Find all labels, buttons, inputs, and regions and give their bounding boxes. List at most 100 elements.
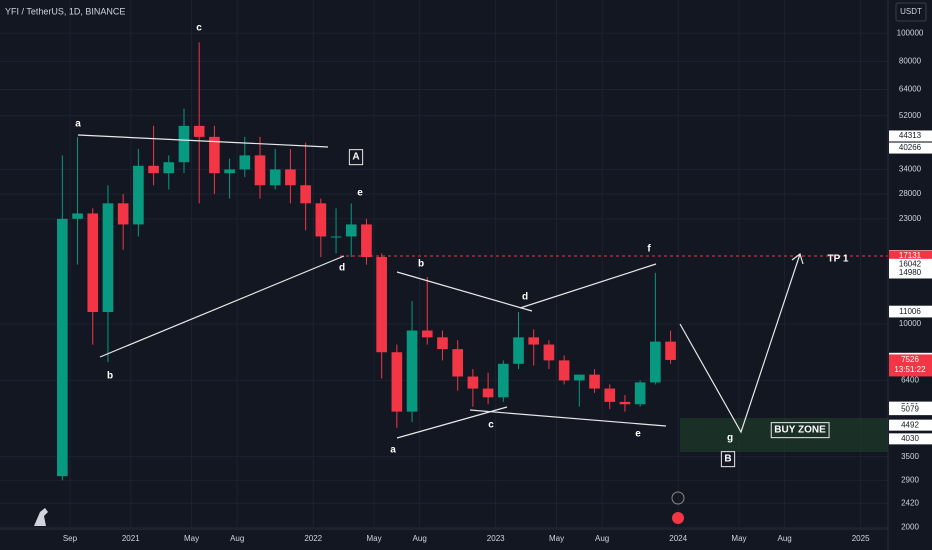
wave-label: A bbox=[352, 152, 359, 163]
candle-body bbox=[330, 236, 342, 238]
wave-label: e bbox=[635, 429, 641, 440]
price-label: 40266 bbox=[899, 143, 922, 152]
wave-label: c bbox=[488, 420, 494, 431]
candle-body bbox=[87, 213, 99, 312]
wave-line bbox=[396, 406, 508, 439]
price-label-box bbox=[889, 142, 932, 154]
candle-body bbox=[421, 330, 433, 338]
candle-body bbox=[589, 374, 600, 389]
wave-label: a bbox=[75, 119, 81, 130]
x-tick-label: Aug bbox=[777, 534, 791, 543]
candle-body bbox=[133, 165, 144, 225]
wave-label: d bbox=[339, 263, 345, 274]
y-tick-label: 80000 bbox=[899, 56, 922, 65]
candle-body bbox=[437, 337, 448, 350]
candle-body bbox=[57, 218, 68, 477]
wave-label: c bbox=[196, 23, 202, 34]
y-tick-label: 28000 bbox=[899, 189, 922, 198]
wave-label: e bbox=[357, 188, 363, 199]
chart-title: YFI / TetherUS, 1D, BINANCE bbox=[5, 6, 125, 16]
x-tick-label: May bbox=[731, 534, 746, 543]
candle-body bbox=[224, 169, 235, 174]
price-label: 7526 bbox=[901, 355, 919, 364]
candle-body bbox=[558, 360, 570, 381]
candle-body bbox=[406, 330, 418, 412]
candle-body bbox=[452, 349, 464, 377]
wave-line bbox=[77, 134, 329, 148]
y-tick-label: 10000 bbox=[899, 319, 922, 328]
x-tick-label: May bbox=[184, 534, 199, 543]
candle-body bbox=[497, 363, 509, 398]
y-tick-label: 2420 bbox=[901, 498, 919, 507]
y-tick-label: 64000 bbox=[899, 85, 922, 94]
axis-labels: 100000 80000 64000 52000 34000 28000 23000 1000… bbox=[63, 28, 932, 543]
wave-lines bbox=[77, 134, 804, 439]
price-label: 44313 bbox=[899, 131, 922, 140]
wave-line bbox=[396, 271, 533, 312]
price-label: 16042 bbox=[899, 259, 922, 268]
wave-label: a bbox=[390, 445, 396, 456]
price-label-box bbox=[889, 306, 932, 318]
candle-body bbox=[254, 155, 266, 186]
wave-label: TP 1 bbox=[828, 254, 849, 265]
grid bbox=[0, 0, 888, 528]
candle-body bbox=[117, 203, 129, 225]
candle-body bbox=[467, 376, 479, 389]
label-box bbox=[720, 451, 736, 468]
x-tick-label: 2022 bbox=[304, 534, 322, 543]
price-label-box bbox=[889, 258, 932, 270]
event-icon bbox=[671, 491, 685, 505]
candle-body bbox=[345, 224, 357, 237]
x-tick-label: 2025 bbox=[852, 534, 870, 543]
x-tick-label: May bbox=[366, 534, 381, 543]
buy-zone bbox=[680, 418, 920, 452]
logo bbox=[34, 508, 48, 526]
candle-body bbox=[513, 337, 524, 364]
candle-body bbox=[665, 341, 676, 360]
wave-line bbox=[519, 263, 657, 309]
currency: USDT bbox=[900, 7, 922, 16]
wave-label: d bbox=[522, 292, 528, 303]
candle-body bbox=[178, 125, 190, 163]
x-tick-label: Aug bbox=[595, 534, 609, 543]
y-tick-label: 100000 bbox=[897, 28, 924, 37]
y-tick-label: 6400 bbox=[901, 376, 919, 385]
event-icon bbox=[672, 512, 684, 524]
annotations: a b c d e Ab d f a c e gB TP 1 BUY ZONE bbox=[75, 23, 849, 468]
arrow-head bbox=[791, 253, 804, 265]
wave-label: g bbox=[727, 433, 733, 444]
x-tick-label: 2021 bbox=[122, 534, 140, 543]
y-tick-label: 52000 bbox=[899, 111, 922, 120]
candle-body bbox=[300, 185, 311, 204]
price-label-box bbox=[889, 250, 932, 262]
wave-line bbox=[469, 409, 667, 427]
wave-label: b bbox=[107, 371, 113, 382]
price-label-box bbox=[889, 433, 932, 445]
candle-body bbox=[574, 374, 585, 381]
currency-box bbox=[895, 2, 927, 22]
price-label: 17131 bbox=[899, 251, 922, 260]
candle-body bbox=[650, 341, 661, 383]
x-tick-label: Aug bbox=[413, 534, 427, 543]
x-tick-label: May bbox=[549, 534, 564, 543]
candle-body bbox=[209, 136, 220, 174]
candle-body bbox=[604, 388, 616, 402]
candle-body bbox=[72, 213, 83, 219]
y-tick-label: 3500 bbox=[901, 452, 919, 461]
label-box bbox=[348, 149, 364, 166]
candle-body bbox=[376, 257, 387, 353]
wave-label: B bbox=[724, 454, 731, 465]
candle-body bbox=[528, 337, 540, 345]
price-label-box bbox=[889, 267, 932, 279]
candle-body bbox=[361, 224, 372, 258]
wave-label: b bbox=[418, 259, 424, 270]
wave-label: f bbox=[647, 244, 651, 255]
label-box bbox=[770, 422, 830, 439]
y-tick-label: 2000 bbox=[901, 522, 919, 531]
candle-body bbox=[315, 203, 327, 237]
candle-body bbox=[148, 165, 159, 174]
price-label-box bbox=[889, 419, 932, 431]
candle-body bbox=[269, 169, 281, 186]
